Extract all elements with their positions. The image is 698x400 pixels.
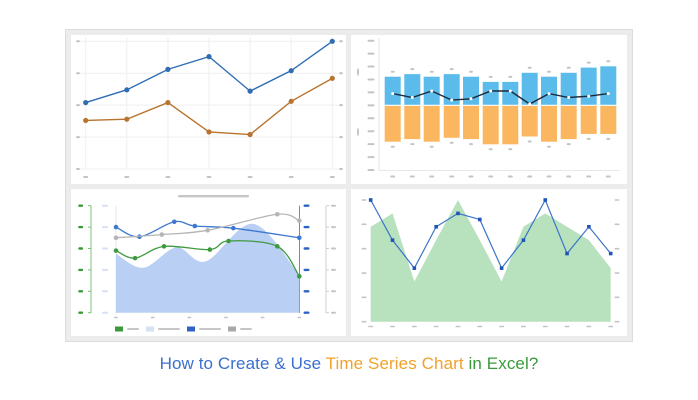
- panel-area-line-chart: [351, 189, 627, 336]
- panel-diverging-bar-chart: [351, 35, 627, 184]
- caption-part-time-series: Time Series Chart: [325, 354, 464, 373]
- caption-part-how-to: How to Create & Use: [159, 354, 326, 373]
- panel-line-chart: [71, 35, 346, 184]
- caption-part-in-excel: in Excel?: [463, 354, 539, 373]
- panel-combo-area-chart: [71, 189, 346, 336]
- caption-title: How to Create & Use Time Series Chart in…: [0, 354, 698, 374]
